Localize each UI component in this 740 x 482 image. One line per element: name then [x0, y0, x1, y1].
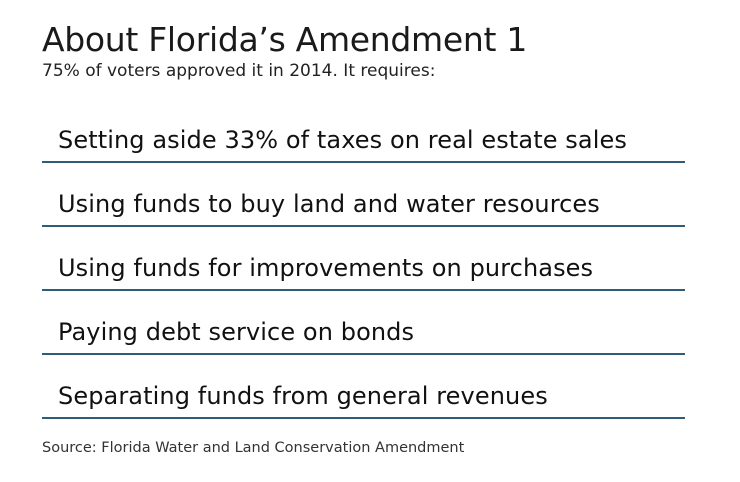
requirements-list: Setting aside 33% of taxes on real estat…: [42, 100, 685, 420]
list-item: Using funds for improvements on purchase…: [42, 228, 685, 291]
page-subtitle: 75% of voters approved it in 2014. It re…: [42, 61, 436, 81]
page-title: About Florida’s Amendment 1: [42, 20, 528, 59]
list-item: Separating funds from general revenues: [42, 356, 685, 419]
list-item: Using funds to buy land and water resour…: [42, 164, 685, 227]
list-item: Setting aside 33% of taxes on real estat…: [42, 100, 685, 163]
list-item-label: Using funds for improvements on purchase…: [58, 253, 594, 282]
list-item: Paying debt service on bonds: [42, 292, 685, 355]
list-item-label: Setting aside 33% of taxes on real estat…: [58, 125, 627, 154]
source-note: Source: Florida Water and Land Conservat…: [42, 440, 465, 456]
list-item-label: Using funds to buy land and water resour…: [58, 189, 600, 218]
list-item-label: Paying debt service on bonds: [58, 317, 415, 346]
list-item-label: Separating funds from general revenues: [58, 381, 548, 410]
